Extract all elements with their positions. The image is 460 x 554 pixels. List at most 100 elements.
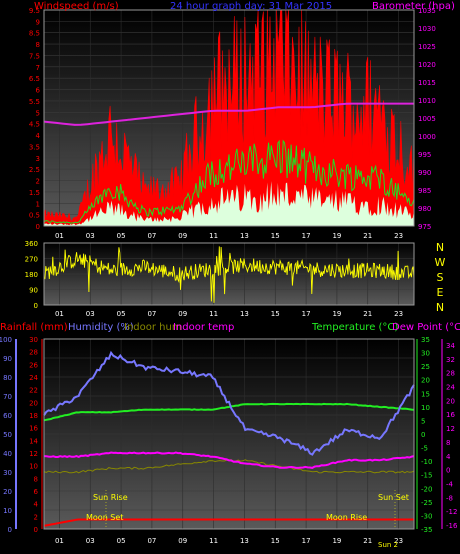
- humidity-tick-label: 10: [3, 507, 12, 515]
- hour-tick-label: 09: [178, 537, 187, 545]
- dew-point-tick-label: -8: [446, 494, 453, 502]
- hour-tick-label: 21: [363, 537, 372, 545]
- temperature-tick-label: -5: [421, 445, 428, 453]
- hour-tick-label: 13: [240, 537, 249, 545]
- windspeed-tick-label: 8: [36, 41, 40, 49]
- humidity-tick-label: 0: [8, 526, 12, 534]
- rainfall-tick-label: 12: [29, 450, 38, 458]
- barometer-series: [43, 102, 414, 126]
- barometer-tick-label: 1035: [418, 7, 436, 15]
- dew-point-tick-label: 16: [446, 411, 455, 419]
- hour-tick-label: 01: [55, 232, 64, 240]
- dew-point-tick-label: 34: [446, 342, 455, 350]
- windspeed-tick-label: 7: [36, 64, 40, 72]
- windspeed-tick-label: 9: [36, 18, 40, 26]
- rainfall-tick-label: 30: [29, 336, 38, 344]
- humidity-tick-label: 50: [3, 431, 12, 439]
- hour-tick-label: 17: [302, 232, 311, 240]
- hour-tick-label: 17: [302, 310, 311, 318]
- hour-tick-label: 15: [271, 537, 280, 545]
- direction-tick-label: 90: [29, 287, 38, 295]
- moon-rise-label: Moon Rise: [326, 513, 367, 522]
- temperature-tick-label: 25: [421, 363, 430, 371]
- windspeed-tick-label: 9.5: [29, 7, 40, 15]
- temperature-tick-label: 15: [421, 390, 430, 398]
- rainfall-tick-label: 10: [29, 463, 38, 471]
- windspeed-low-series: [44, 181, 414, 226]
- rainfall-tick-label: 18: [29, 412, 38, 420]
- dew-point-tick-label: 8: [446, 439, 450, 447]
- hour-tick-label: 21: [363, 232, 372, 240]
- humidity-tick-label: 30: [3, 469, 12, 477]
- hour-tick-label: 05: [117, 537, 126, 545]
- rainfall-tick-label: 28: [29, 349, 38, 357]
- windspeed-avg-series: [43, 139, 415, 224]
- hour-tick-label: 07: [147, 537, 156, 545]
- hour-tick-label: 11: [209, 537, 218, 545]
- humidity-tick-label: 20: [3, 488, 12, 496]
- dew-point-tick-label: 12: [446, 425, 455, 433]
- hour-tick-label: 13: [240, 232, 249, 240]
- dew-point-tick-label: 0: [446, 467, 450, 475]
- temperature-tick-label: 20: [421, 377, 430, 385]
- hour-tick-label: 19: [332, 537, 341, 545]
- dew-point-tick-label: 24: [446, 384, 455, 392]
- temperature-tick-label: 0: [421, 431, 425, 439]
- temperature-tick-label: 30: [421, 350, 430, 358]
- dew-point-tick-label: 28: [446, 370, 455, 378]
- windspeed-tick-label: 5: [36, 109, 40, 117]
- hour-tick-label: 01: [55, 310, 64, 318]
- windspeed-tick-label: 7.5: [29, 52, 40, 60]
- dew-point-tick-label: -16: [446, 522, 458, 530]
- rainfall-tick-label: 24: [29, 374, 38, 382]
- humidity-label: Humidity (%): [68, 322, 134, 333]
- humidity-tick-label: 100: [0, 336, 12, 344]
- dew-point-tick-label: 32: [446, 356, 455, 364]
- humidity-tick-label: 70: [3, 393, 12, 401]
- direction-tick-label: 180: [25, 271, 38, 279]
- dew-point-tick-label: 4: [446, 453, 451, 461]
- windspeed-tick-label: 8.5: [29, 30, 40, 38]
- windspeed-tick-label: 1: [36, 200, 40, 208]
- rainfall-tick-label: 0: [34, 526, 38, 534]
- barometer-tick-label: 1020: [418, 61, 436, 69]
- hour-tick-label: 15: [271, 232, 280, 240]
- temperature-label: Temperature (°C): [311, 322, 398, 333]
- temperature-tick-label: -25: [421, 499, 432, 507]
- direction-tick-label: 0: [34, 302, 38, 310]
- dew-point-tick-label: 20: [446, 397, 455, 405]
- windspeed-tick-label: 6: [36, 87, 41, 95]
- rainfall-label: Rainfall (mm): [0, 322, 68, 333]
- rainfall-series: [43, 518, 414, 527]
- barometer-tick-label: 975: [418, 223, 431, 231]
- graph-title: 24 hour graph day: 31 Mar 2015: [170, 1, 332, 12]
- barometer-tick-label: 1010: [418, 97, 436, 105]
- windspeed-gust-series: [43, 9, 415, 227]
- rainfall-tick-label: 16: [29, 425, 38, 433]
- hour-tick-label: 23: [394, 310, 403, 318]
- indoor-hum-label: Indoor hum: [124, 322, 182, 333]
- compass-label: E: [437, 286, 444, 299]
- moon-set-label: Moon Set: [86, 513, 123, 522]
- rainfall-tick-label: 6: [34, 488, 39, 496]
- hour-tick-label: 15: [271, 310, 280, 318]
- temperature-series: [43, 402, 415, 422]
- windspeed-tick-label: 5.5: [29, 98, 40, 106]
- temperature-tick-label: 10: [421, 404, 430, 412]
- rainfall-tick-label: 14: [29, 437, 38, 445]
- compass-label: W: [435, 256, 446, 269]
- humidity-series: [43, 350, 415, 456]
- temperature-tick-label: 5: [421, 417, 425, 425]
- direction-tick-label: 360: [25, 240, 38, 248]
- humidity-tick-label: 60: [3, 412, 12, 420]
- barometer-tick-label: 985: [418, 187, 431, 195]
- hour-tick-label: 09: [178, 310, 187, 318]
- barometer-tick-label: 1000: [418, 133, 436, 141]
- hour-tick-label: 05: [117, 310, 126, 318]
- temperature-tick-label: -15: [421, 472, 432, 480]
- dew-point-label: Dew Point (°C): [392, 322, 460, 333]
- windspeed-tick-label: 1.5: [29, 189, 40, 197]
- humidity-tick-label: 40: [3, 450, 12, 458]
- hour-tick-label: 09: [178, 232, 187, 240]
